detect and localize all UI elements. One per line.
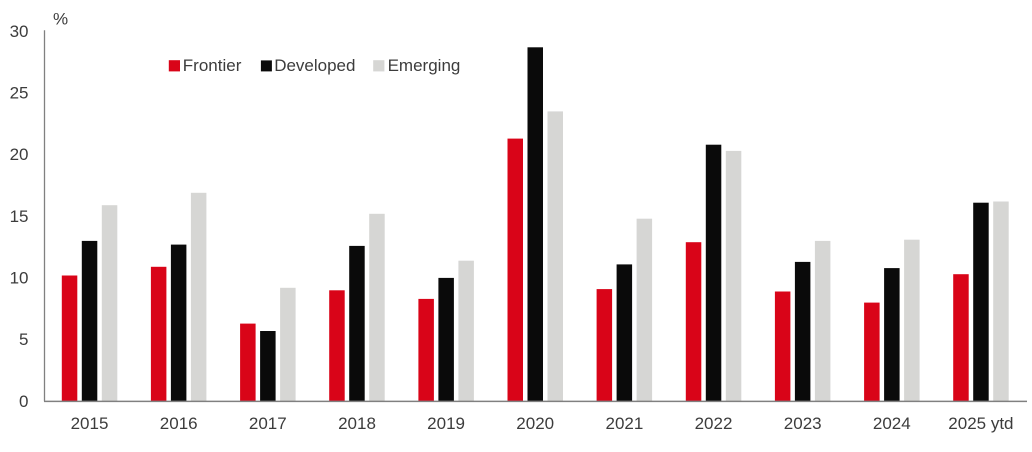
svg-text:2021: 2021 <box>605 414 643 433</box>
svg-text:0: 0 <box>19 392 28 411</box>
svg-text:%: % <box>53 10 68 29</box>
svg-text:2017: 2017 <box>249 414 287 433</box>
svg-text:Developed: Developed <box>274 56 355 75</box>
svg-text:10: 10 <box>10 269 29 288</box>
svg-text:15: 15 <box>10 207 29 226</box>
svg-text:2024: 2024 <box>873 414 911 433</box>
svg-text:20: 20 <box>10 145 29 164</box>
svg-text:30: 30 <box>10 22 29 41</box>
svg-text:2022: 2022 <box>695 414 733 433</box>
svg-text:2015: 2015 <box>71 414 109 433</box>
svg-text:Emerging: Emerging <box>388 56 461 75</box>
svg-text:5: 5 <box>19 330 28 349</box>
svg-text:2020: 2020 <box>516 414 554 433</box>
svg-text:25: 25 <box>10 84 29 103</box>
svg-text:Frontier: Frontier <box>183 56 242 75</box>
svg-text:2025 ytd: 2025 ytd <box>948 414 1013 433</box>
svg-text:2016: 2016 <box>160 414 198 433</box>
svg-text:2023: 2023 <box>784 414 822 433</box>
svg-text:2018: 2018 <box>338 414 376 433</box>
svg-text:2019: 2019 <box>427 414 465 433</box>
